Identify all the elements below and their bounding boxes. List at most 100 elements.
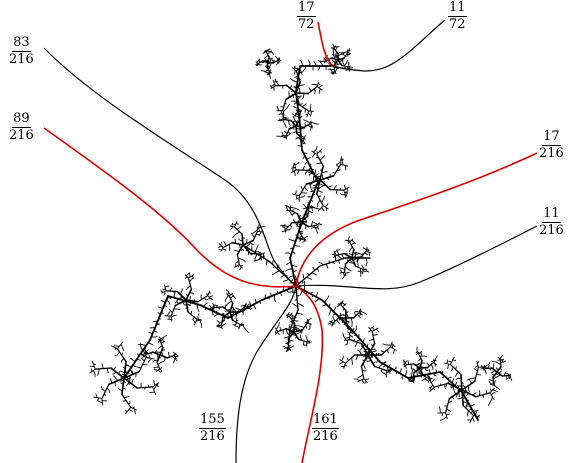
fractal-filament [298,325,305,328]
fractal-filament [186,287,189,291]
fractal-filament [445,413,450,416]
fractal-filament [318,88,321,92]
fractal-filament [342,332,345,337]
fractal-filament [448,360,453,363]
fractal-filament [295,197,298,200]
fractal-filament [345,311,349,314]
fractal-filament [331,45,335,49]
fractal-filament [438,406,441,410]
fractal-filament [286,312,290,317]
fractal-filament [274,84,288,87]
fractal-filament [344,354,356,364]
fractal-filament [284,279,290,282]
fractal-filament [215,305,218,308]
label-17-216: 17 216 [538,130,565,161]
fractal-filament [144,354,149,359]
fractal-filament [147,342,153,346]
fractal-filament [410,372,413,378]
fractal-filament [466,409,469,417]
fractal-filament [496,365,502,373]
fractal-filament [271,59,276,63]
fractal-filament [283,223,286,228]
fractal-filament [207,290,211,297]
fractal-filament [218,243,224,249]
fractal-filament [340,301,344,306]
fractal-filament [310,199,314,202]
fractal-filament [272,59,279,64]
fractal-filament [155,335,158,338]
fractal-filament [222,242,233,249]
fractal-filament [290,313,294,319]
fractal-filament [298,136,302,142]
fractal-filament [158,337,164,341]
fractal-filament [163,304,168,307]
fractal-filament [304,65,308,70]
fractal-filament [123,370,140,379]
fractal-filament [300,215,309,223]
fractal-filament [124,371,129,373]
fractal-filament [351,256,362,259]
fractal-filament [229,302,234,313]
fractal-filament [324,204,328,208]
fractal-filament [232,234,237,239]
label-17-216-numerator: 17 [542,129,561,146]
fractal-filament [284,327,295,333]
fractal-filament [440,383,442,386]
fractal-filament [343,184,347,190]
fractal-filament [288,291,293,293]
fractal-filament [245,243,251,248]
fractal-filament [286,289,289,293]
fractal-filament [346,314,350,319]
fractal-filament [343,308,345,311]
fractal-filament [457,385,463,387]
fractal-filament [325,60,328,63]
fractal-filament [480,365,483,368]
fractal-filament [264,48,271,52]
fractal-filament [307,207,310,217]
fractal-filament [329,68,333,73]
fractal-filament [300,71,303,75]
fractal-filament [477,416,479,421]
fractal-filament [297,103,303,106]
fractal-filament [317,205,324,212]
fractal-filament [503,372,506,377]
fractal-filament [287,252,292,256]
fractal-filament [494,390,498,393]
fractal-filament [212,303,216,309]
fractal-filament [282,280,286,282]
fractal-filament [132,385,135,389]
fractal-filament [295,92,301,106]
fractal-filament [190,310,193,315]
fractal-filament [217,322,220,327]
fractal-filament [143,347,147,350]
fractal-filament [489,396,494,403]
fractal-filament [349,259,352,262]
fractal-filament [117,388,123,392]
fractal-filament [174,358,178,362]
fractal-filament [255,233,260,236]
fractal-filament [152,360,155,363]
fractal-filament [361,264,365,270]
fractal-filament [484,363,490,367]
fractal-filament [186,303,190,306]
fractal-filament [374,354,378,360]
fractal-filament [220,316,224,326]
fractal-filament [120,375,122,383]
fractal-filament [301,138,306,140]
fractal-filament [468,408,473,411]
fractal-filament [300,221,310,228]
label-11-216-numerator: 11 [542,206,561,223]
fractal-filament [269,59,272,63]
fractal-filament [330,320,334,323]
fractal-filament [91,360,96,370]
fractal-filament [229,311,234,322]
fractal-filament [170,310,173,314]
fractal-filament [289,126,292,129]
fractal-filament [267,297,270,300]
fractal-filament [233,221,238,228]
fractal-filament [319,157,324,161]
fractal-filament [351,257,357,267]
fractal-filament [366,343,369,348]
fractal-filament [327,295,330,300]
fractal-filament [317,83,321,85]
